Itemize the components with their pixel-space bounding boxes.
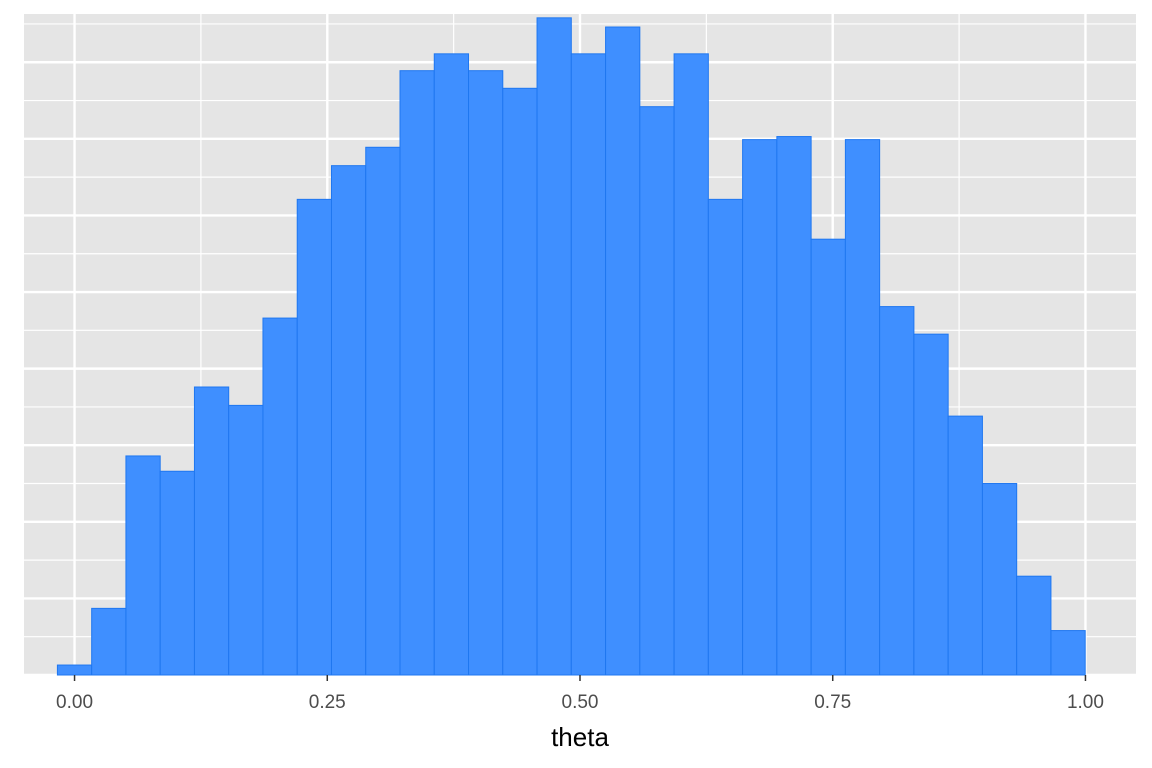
x-tick-label: 0.50 [562,692,599,713]
x-tick-label: 0.00 [56,692,93,713]
histogram-bar [502,87,538,676]
x-tick-label: 1.00 [1067,692,1104,713]
histogram-bar [468,70,504,676]
x-axis-tick-labels: 0.00 0.25 0.50 0.75 1.00 [56,692,1104,713]
histogram-bar [639,106,675,676]
histogram-bar [91,607,127,676]
histogram-bar [1050,630,1086,676]
histogram-bar [981,483,1018,676]
histogram-bar [536,17,572,676]
histogram-bar [605,26,641,676]
histogram-bar [1016,575,1052,676]
histogram-bar [844,139,881,676]
histogram-bar [399,70,435,676]
histogram-bar [913,333,949,676]
x-tick-label: 0.25 [309,692,346,713]
histogram-bar [947,415,983,676]
histogram-bars [56,17,1086,676]
histogram-bar [193,386,230,676]
x-axis-title: theta [551,722,609,752]
histogram-bar [56,664,93,676]
histogram-bar [159,470,195,676]
histogram-bar [742,139,778,676]
histogram-bar [810,238,846,676]
histogram-bar [570,53,607,676]
histogram-bar [433,53,470,676]
histogram-bar [365,146,401,676]
histogram-bar [296,198,332,676]
x-tick-label: 0.75 [814,692,851,713]
histogram-bar [125,455,161,676]
histogram-bar [228,404,264,676]
histogram-bar [879,306,915,676]
histogram-bar [707,198,744,676]
histogram-bar [673,53,709,676]
histogram-bar [262,317,298,676]
histogram-bar [330,165,367,676]
x-axis-ticks [73,675,1087,681]
histogram-bar [776,136,812,676]
